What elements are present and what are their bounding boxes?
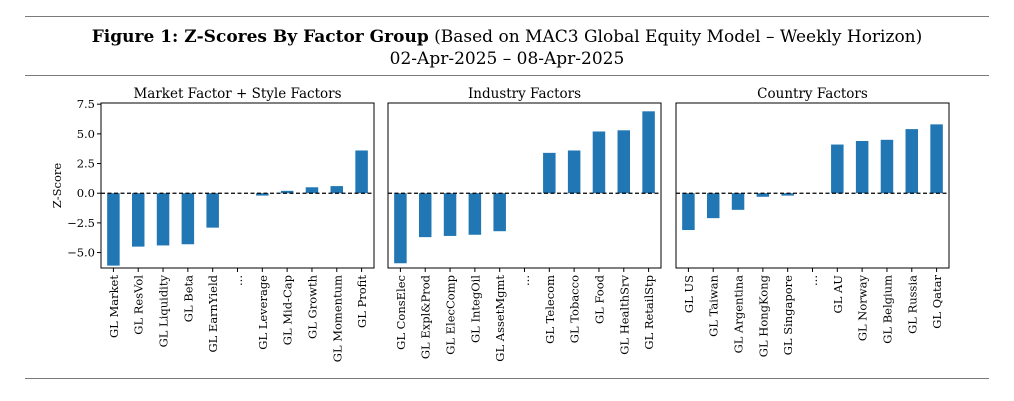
top-rule [25, 16, 989, 17]
x-tick-label: GL Mid-Cap [281, 275, 295, 345]
bar [756, 193, 770, 197]
x-tick-label: GL Telecom [543, 275, 557, 344]
bar [443, 193, 457, 236]
panel-title: Industry Factors [468, 86, 581, 102]
bar [107, 193, 120, 266]
x-tick-label: GL IntegOil [468, 275, 482, 343]
panel-market-style: Market Factor + Style Factors −5.0 −2.5 0.0… [50, 86, 375, 362]
bar [493, 193, 506, 232]
x-tick-label: ... [231, 275, 245, 286]
x-tick-label: GL ElecComp [444, 275, 458, 355]
figure-title: Figure 1: Z-Scores By Factor Group (Base… [25, 26, 989, 70]
x-tick-label: GL Russia [905, 275, 919, 334]
x-tick-label: GL Beta [181, 275, 195, 322]
bar [642, 111, 655, 194]
y-tick-label: 7.5 [77, 97, 95, 111]
x-tick-label: GL HealthSrv [617, 274, 631, 354]
bar [305, 187, 319, 194]
x-tick-label: GL Argentina [732, 275, 746, 354]
x-tick-label: GL Taiwan [707, 274, 721, 336]
y-axis-label: Z-Score [50, 163, 64, 209]
y-tick-label: −5.0 [67, 246, 95, 260]
x-tick-label: GL AssetMgmt [493, 275, 507, 362]
x-tick-label: GL Qatar [930, 275, 944, 329]
bar [831, 144, 844, 194]
bar [280, 190, 294, 194]
panel-country: Country Factors GL US GL Taiwan GL Argentin… [675, 86, 950, 357]
title-rule [25, 75, 989, 76]
bar [394, 193, 407, 264]
x-tick-label: GL Singapore [781, 275, 795, 355]
figure-title-bold: Figure 1: Z-Scores By Factor Group [91, 27, 429, 47]
bar [131, 193, 145, 247]
y-tick-label: −2.5 [67, 216, 95, 230]
y-tick-label: 2.5 [77, 157, 95, 171]
bar [418, 193, 432, 238]
bar [706, 193, 720, 219]
x-tick-label: GL Norway [856, 275, 870, 342]
panel-title: Country Factors [757, 86, 868, 102]
bar [468, 193, 482, 235]
bar [355, 150, 368, 194]
bar [880, 139, 894, 194]
bar [855, 140, 869, 194]
x-tick-label: ... [806, 275, 820, 286]
bar [206, 193, 219, 228]
bar [330, 186, 344, 194]
bar [682, 193, 695, 231]
x-tick-label: GL Market [107, 275, 121, 338]
bar [181, 193, 195, 245]
bar [617, 130, 631, 194]
bar [781, 193, 794, 196]
bar [592, 131, 606, 194]
x-tick-label: ... [518, 275, 532, 286]
x-tick-label: GL Belgium [880, 275, 894, 344]
panel-industry: Industry Factors GL ConsElec GL Expl&Prod G… [387, 86, 662, 362]
x-tick-label: GL Liquidity [157, 275, 171, 348]
bottom-rule [25, 378, 989, 379]
x-tick-label: GL Profit [355, 275, 369, 328]
y-tick-label: 5.0 [77, 127, 95, 141]
bar [930, 124, 943, 194]
x-tick-label: GL HongKong [756, 274, 770, 357]
x-tick-label: GL ConsElec [394, 275, 408, 350]
x-tick-label: GL Growth [305, 274, 319, 339]
x-tick-label: GL ResVol [132, 275, 146, 335]
panel-title: Market Factor + Style Factors [133, 86, 341, 102]
bar [256, 193, 269, 196]
x-tick-label: GL Leverage [256, 275, 270, 350]
x-tick-label: GL RetailStp [642, 275, 656, 350]
y-tick-label: 0.0 [77, 186, 95, 200]
x-tick-label: GL Tobacco [568, 275, 582, 343]
bar [731, 193, 745, 210]
bar [156, 193, 170, 246]
x-tick-label: GL Expl&Prod [419, 274, 433, 359]
x-tick-label: GL EarnYield [206, 274, 220, 352]
x-tick-label: GL Momentum [330, 275, 344, 362]
x-tick-label: GL US [682, 275, 696, 313]
x-tick-label: GL AU [831, 275, 845, 314]
bar [543, 152, 556, 194]
figure-date-range: 02-Apr-2025 – 08-Apr-2025 [389, 49, 625, 69]
bar [905, 129, 919, 194]
bar [567, 150, 581, 194]
x-tick-label: GL Food [592, 274, 606, 324]
figure-title-rest: (Based on MAC3 Global Equity Model – Wee… [428, 27, 923, 47]
